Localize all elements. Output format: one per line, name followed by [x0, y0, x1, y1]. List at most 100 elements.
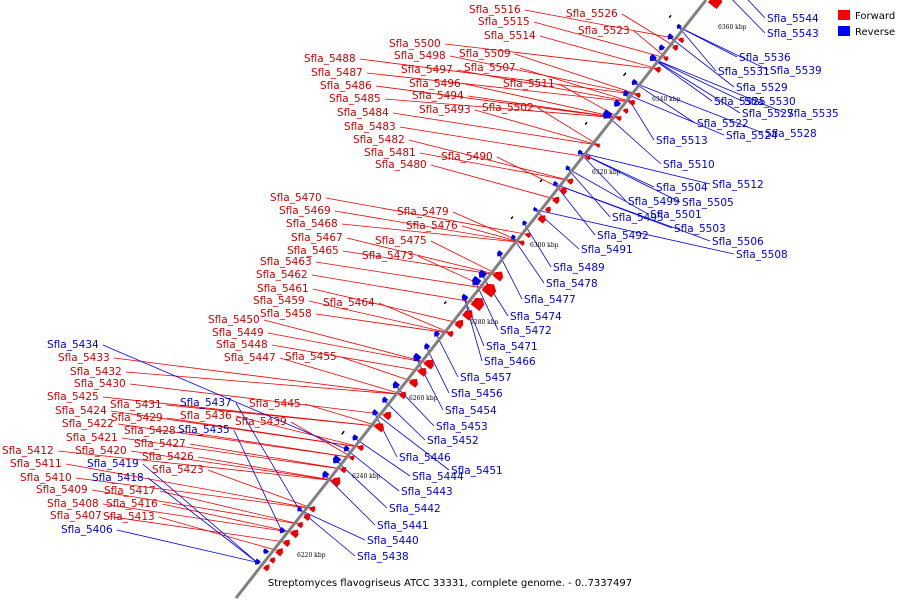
forward-connector — [165, 404, 381, 427]
forward-connector — [519, 67, 633, 103]
reverse-gene-label: Sfla_5505 — [682, 197, 734, 209]
forward-gene-label: Sfla_5412 — [2, 445, 54, 457]
reverse-gene-feature — [372, 409, 379, 416]
forward-connector — [207, 469, 314, 509]
reverse-connector — [678, 26, 717, 72]
tick-label: 6360 kbp — [718, 24, 747, 31]
forward-gene-label: Sfla_5526 — [566, 8, 618, 20]
forward-gene-label: Sfla_5514 — [484, 30, 536, 42]
forward-gene-label: Sfla_5485 — [329, 93, 381, 105]
reverse-gene-label: Sfla_5513 — [656, 135, 708, 147]
forward-connector — [346, 237, 500, 276]
forward-gene-feature — [525, 232, 531, 239]
reverse-gene-feature — [392, 380, 400, 389]
forward-gene-label: Sfla_5468 — [286, 218, 338, 230]
reverse-connector — [747, 0, 766, 19]
reverse-gene-feature — [649, 53, 657, 62]
reverse-connector — [579, 152, 711, 185]
forward-connector — [375, 85, 620, 119]
forward-connector — [159, 490, 301, 525]
forward-gene-label: Sfla_5483 — [344, 121, 396, 133]
forward-gene-feature — [462, 310, 473, 321]
forward-gene-label: Sfla_5455 — [285, 351, 337, 363]
reverse-connector — [147, 477, 258, 563]
forward-gene-label: Sfla_5422 — [62, 418, 114, 430]
reverse-gene-feature — [434, 330, 440, 337]
forward-gene-label: Sfla_5470 — [270, 192, 322, 204]
forward-gene-feature — [349, 455, 355, 461]
forward-gene-label: Sfla_5458 — [260, 308, 312, 320]
forward-connector — [533, 21, 667, 59]
reverse-gene-label: Sfla_5444 — [412, 471, 464, 483]
forward-connector — [105, 515, 288, 543]
reverse-gene-label: Sfla_5441 — [377, 520, 429, 532]
reverse-gene-feature — [603, 109, 613, 119]
reverse-gene-label: Sfla_5474 — [510, 311, 562, 323]
forward-gene-label: Sfla_5413 — [103, 511, 155, 523]
reverse-connector — [463, 297, 483, 362]
forward-connector — [267, 332, 431, 364]
forward-gene-label: Sfla_5497 — [401, 64, 453, 76]
forward-connector — [179, 430, 353, 458]
reverse-gene-label: Sfla_5531 — [718, 66, 770, 78]
forward-gene-label: Sfla_5486 — [320, 80, 372, 92]
reverse-gene-label: Sfla_5456 — [451, 388, 503, 400]
forward-connector — [384, 98, 620, 119]
forward-gene-label: Sfla_5465 — [287, 245, 339, 257]
forward-connector — [408, 139, 572, 182]
forward-connector — [117, 423, 353, 458]
reverse-gene-label: Sfla_5442 — [389, 503, 441, 515]
tick-label: 6340 kbp — [652, 96, 681, 103]
gene-features — [254, 0, 723, 572]
reverse-connector — [678, 26, 769, 71]
forward-gene-label: Sfla_5482 — [353, 134, 405, 146]
forward-connector — [621, 13, 677, 48]
forward-connector — [464, 83, 620, 119]
forward-connector — [235, 415, 362, 448]
forward-gene-label: Sfla_5487 — [311, 67, 363, 79]
forward-connector — [304, 403, 381, 427]
forward-gene-feature — [552, 196, 560, 205]
reverse-gene-feature — [577, 149, 583, 155]
reverse-gene-label: Sfla_5472 — [500, 325, 552, 337]
reverse-connector — [624, 93, 655, 141]
reverse-gene-feature — [297, 506, 303, 512]
forward-gene-feature — [423, 359, 434, 370]
reverse-connector — [395, 385, 435, 427]
forward-connector — [633, 30, 667, 59]
forward-gene-label: Sfla_5462 — [256, 269, 308, 281]
reverse-gene-feature — [478, 269, 487, 278]
black-marker — [510, 216, 514, 220]
forward-gene-feature — [622, 108, 629, 114]
reverse-gene-label: Sfla_5477 — [524, 294, 576, 306]
forward-gene-label: Sfla_5424 — [55, 405, 107, 417]
reverse-connector — [579, 152, 681, 203]
forward-gene-label: Sfla_5427 — [134, 438, 186, 450]
forward-gene-label: Sfla_5479 — [397, 206, 449, 218]
reverse-gene-feature — [461, 293, 469, 301]
forward-connector — [57, 450, 338, 482]
forward-gene-label: Sfla_5502 — [482, 102, 534, 114]
forward-connector — [430, 164, 557, 200]
reverse-gene-feature — [263, 548, 269, 554]
reverse-gene-label: Sfla_5435 — [178, 424, 230, 436]
genome-backbone — [234, 0, 708, 599]
forward-connector — [452, 211, 523, 243]
reverse-connector — [633, 82, 696, 124]
reverse-gene-feature — [553, 180, 559, 187]
forward-gene-feature — [567, 178, 574, 185]
forward-gene-label: Sfla_5432 — [70, 366, 122, 378]
forward-connector — [341, 223, 523, 243]
reverse-gene-label: Sfla_5471 — [486, 341, 538, 353]
forward-gene-label: Sfla_5447 — [224, 352, 276, 364]
forward-gene-label: Sfla_5490 — [441, 151, 493, 163]
black-marker — [622, 72, 627, 77]
reverse-gene-label: Sfla_5527 — [742, 108, 794, 120]
forward-gene-feature — [628, 99, 635, 106]
reverse-gene-label: Sfla_5491 — [581, 244, 633, 256]
reverse-gene-label: Sfla_5437 — [180, 397, 232, 409]
forward-gene-label: Sfla_5464 — [323, 297, 375, 309]
forward-gene-label: Sfla_5417 — [104, 485, 156, 497]
forward-connector — [121, 437, 345, 470]
forward-gene-label: Sfla_5493 — [419, 104, 471, 116]
